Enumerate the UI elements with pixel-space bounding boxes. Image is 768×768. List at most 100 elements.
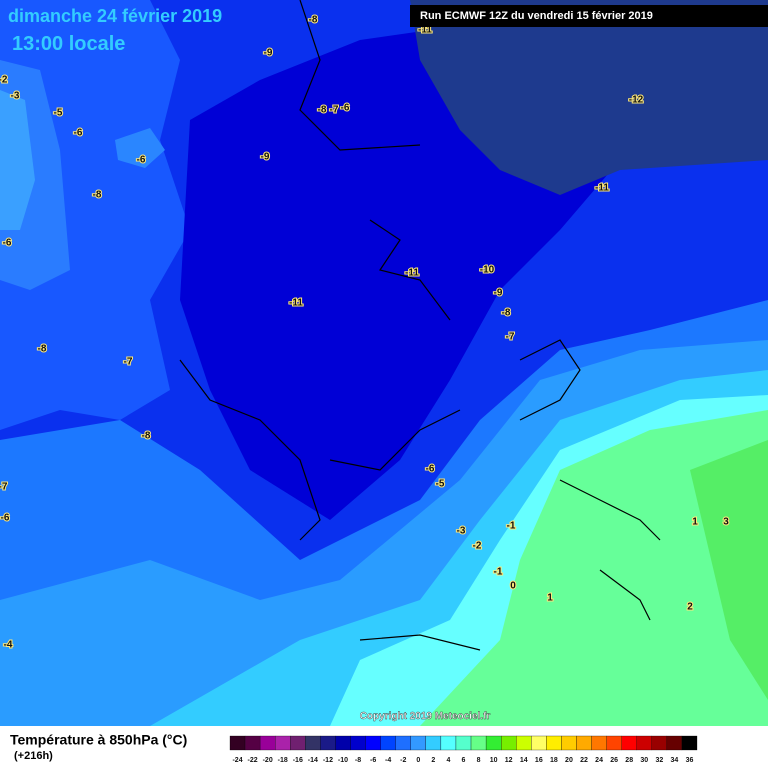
- colorbar-label: 12: [505, 757, 513, 764]
- temperature-zone: [115, 128, 165, 168]
- contour-label: -6: [341, 103, 350, 114]
- contour-label: -9: [261, 152, 270, 163]
- colorbar-swatch: [335, 735, 351, 751]
- colorbar-label: -10: [338, 757, 348, 764]
- colorbar-swatch: [651, 735, 668, 751]
- colorbar-label: -18: [278, 757, 288, 764]
- colorbar-label: -4: [385, 757, 391, 764]
- contour-label: -5: [54, 108, 63, 119]
- colorbar-label: -6: [370, 757, 376, 764]
- coastline: [179, 0, 661, 651]
- colorbar-label: 8: [477, 757, 481, 764]
- map: -8-11-2-3-9-8-7-6-5-6-12-9-6-11-8-6-11-1…: [0, 0, 768, 726]
- colorbar-label: -16: [293, 757, 303, 764]
- colorbar-swatch: [666, 735, 683, 751]
- contour-label: -7: [330, 105, 339, 116]
- contour-label: -1: [507, 521, 516, 532]
- colorbar-swatch: [410, 735, 426, 751]
- contour-label: -7: [124, 357, 133, 368]
- colorbar-label: 36: [686, 757, 694, 764]
- colorbar-swatch: [561, 735, 577, 751]
- contour-label: -8: [502, 308, 511, 319]
- colorbar-label: -22: [248, 757, 258, 764]
- contour-label: -11: [405, 268, 419, 279]
- colorbar-label: -14: [308, 757, 318, 764]
- colorbar-swatch: [636, 735, 652, 751]
- contour-label: -1: [494, 567, 503, 578]
- colorbar-swatch: [320, 735, 336, 751]
- colorbar-swatch: [259, 735, 276, 751]
- colorbar-swatch: [501, 735, 517, 751]
- contour-label: -8: [318, 105, 327, 116]
- colorbar-swatch: [576, 735, 592, 751]
- colorbar-swatch: [681, 735, 698, 751]
- temperature-zone: [690, 440, 768, 700]
- colorbar-swatch: [229, 735, 246, 751]
- date-title: dimanche 24 février 2019: [8, 6, 222, 26]
- colorbar-swatch: [425, 735, 442, 751]
- contour-label: 3: [723, 517, 729, 528]
- colorbar-swatch: [275, 735, 291, 751]
- colorbar-swatch: [350, 735, 366, 751]
- colorbar-label: 14: [520, 757, 528, 764]
- contour-label: 2: [687, 602, 693, 613]
- contour-label: -9: [264, 48, 273, 59]
- colorbar-swatch: [305, 735, 321, 751]
- colorbar-swatch: [244, 735, 261, 751]
- contour-labels: -8-11-2-3-9-8-7-6-5-6-12-9-6-11-8-6-11-1…: [0, 14, 730, 652]
- contour-label: -11: [595, 183, 609, 194]
- colorbar-label: 6: [462, 757, 466, 764]
- colorbar-label: -24: [232, 757, 242, 764]
- colorbar-swatch: [365, 735, 381, 751]
- temperature-zone: [0, 90, 35, 230]
- colorbar-swatch: [470, 735, 487, 751]
- time-title: 13:00 locale: [12, 33, 125, 55]
- contour-label: -6: [137, 155, 146, 166]
- contour-label: -9: [494, 288, 503, 299]
- colorbar-swatch: [485, 735, 502, 751]
- legend-title: Température à 850hPa (°C): [10, 732, 187, 748]
- colorbar-label: 28: [625, 757, 633, 764]
- colorbar-label: 32: [655, 757, 663, 764]
- contour-label: 1: [692, 517, 698, 528]
- contour-label: -3: [11, 91, 20, 102]
- colorbar-label: 2: [431, 757, 435, 764]
- run-info: Run ECMWF 12Z du vendredi 15 février 201…: [420, 10, 653, 22]
- contour-label: -8: [38, 344, 47, 355]
- colorbar-label: 26: [610, 757, 618, 764]
- colorbar-label: 20: [565, 757, 573, 764]
- colorbar-label: -8: [355, 757, 361, 764]
- contour-label: -7: [0, 482, 8, 493]
- contour-label: -8: [309, 15, 318, 26]
- contour-label: -6: [3, 238, 12, 249]
- temperature-zone: [420, 410, 768, 726]
- contour-label: -6: [74, 128, 83, 139]
- colorbar-label: 34: [671, 757, 679, 764]
- contour-label: -7: [506, 332, 515, 343]
- coastlines: [179, 0, 661, 651]
- colorbar-label: -20: [263, 757, 273, 764]
- colorbar-label: 10: [490, 757, 498, 764]
- colorbar-swatch: [531, 735, 547, 751]
- colorbar-swatch: [546, 735, 562, 751]
- contour-label: -4: [4, 640, 13, 651]
- temperature-zone: [410, 0, 768, 195]
- copyright: Copyright 2019 Meteociel.fr: [360, 711, 491, 722]
- contour-label: -3: [457, 526, 466, 537]
- colorbar-label: 4: [446, 757, 450, 764]
- colorbar-label: 18: [550, 757, 558, 764]
- colorbar-swatch: [395, 735, 411, 751]
- contour-label: -11: [289, 298, 303, 309]
- colorbar-label: -12: [323, 757, 333, 764]
- contour-label: -2: [473, 541, 482, 552]
- contour-label: 1: [547, 593, 553, 604]
- colorbar-label: -2: [400, 757, 406, 764]
- colorbar-swatch: [455, 735, 472, 751]
- colorbar-swatch: [440, 735, 457, 751]
- colorbar-swatch: [606, 735, 622, 751]
- colorbar-label: 24: [595, 757, 603, 764]
- run-banner: [410, 5, 768, 27]
- lead-time: (+216h): [14, 750, 53, 762]
- colorbar-label: 22: [580, 757, 588, 764]
